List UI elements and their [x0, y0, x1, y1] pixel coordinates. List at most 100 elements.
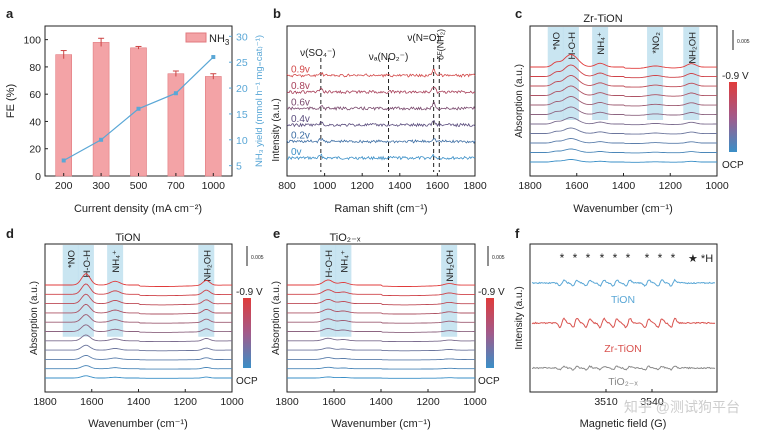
y2-tick-label: 30	[236, 31, 248, 43]
ir-trace	[45, 273, 232, 287]
marker-label: δᴱ(NH₂)	[435, 29, 445, 60]
ir-trace	[45, 365, 232, 370]
trace-label: 0v	[291, 147, 302, 158]
colorbar-top-label: -0.9 V	[236, 287, 263, 298]
x-tick-label: 1000	[220, 396, 244, 408]
x-tick-label: 1600	[322, 396, 346, 408]
x-axis-label: Magnetic field (G)	[580, 418, 667, 430]
x-tick-label: 1000	[463, 396, 487, 408]
band-label: H-O-H	[567, 32, 578, 60]
legend-star-H: ★ *H	[688, 253, 713, 265]
ir-trace	[530, 117, 717, 126]
raman-trace-0.2v	[286, 137, 476, 144]
band-label: NH₂OH	[687, 32, 698, 64]
raman-trace-0v	[286, 153, 476, 161]
colorbar	[243, 298, 251, 368]
yield-point	[136, 106, 141, 111]
ir-band	[647, 27, 664, 120]
ir-band	[335, 245, 352, 337]
y-tick-label: 80	[29, 62, 41, 74]
marker-label: ν(N=O)	[407, 33, 440, 44]
colorbar-top-label: -0.9 V	[722, 71, 749, 82]
panel-letter-c: c	[515, 6, 522, 21]
ir-trace	[530, 75, 717, 88]
x-tick-label: 1200	[174, 396, 198, 408]
ir-trace	[45, 293, 232, 306]
x-tick-label: 1400	[369, 396, 393, 408]
x-tick-label: 500	[130, 180, 148, 192]
peak-star: *	[586, 251, 591, 265]
bar-1000	[205, 76, 222, 177]
yield-point	[61, 158, 66, 163]
ir-trace	[287, 347, 475, 352]
ir-trace	[530, 159, 717, 163]
peak-star: *	[626, 251, 631, 265]
ir-trace	[530, 96, 718, 107]
y-axis-label: Intensity (a.u.)	[271, 98, 282, 161]
ir-trace	[530, 148, 717, 154]
peak-star: *	[600, 251, 605, 265]
x-tick-label: 1200	[416, 396, 440, 408]
panel-letter-d: d	[6, 226, 14, 241]
x-tick-label: 1600	[80, 396, 104, 408]
ir-trace	[45, 344, 232, 352]
panel-title: TiON	[115, 232, 140, 244]
ir-band	[441, 245, 458, 337]
x-tick-label: 1800	[33, 396, 57, 408]
x-axis-label: Wavenumber (cm⁻¹)	[573, 203, 673, 215]
ir-trace	[530, 54, 717, 69]
peak-star: *	[573, 251, 578, 265]
band-label: NH₄⁺	[111, 250, 122, 273]
band-label: NH₄⁺	[339, 250, 350, 273]
ir-trace	[287, 328, 475, 333]
band-label: H-O-H	[324, 250, 335, 278]
y-axis-label: Absorption (a.u.)	[514, 64, 525, 138]
x-tick-label: 1400	[127, 396, 151, 408]
y-tick-label: 20	[29, 144, 41, 156]
x-tick-label: 3510	[594, 396, 618, 408]
epr-trace-TiO2-x	[532, 365, 716, 371]
y2-tick-label: 5	[236, 161, 242, 173]
panel-d: d TiON *NO H-O-H NH₄⁺ NH₂OH 1800 1600 1400 120…	[6, 226, 264, 430]
band-label: NH₂OH	[445, 250, 456, 282]
y-axis-label: Absorption (a.u.)	[29, 281, 40, 355]
legend-label: NH3	[209, 33, 230, 47]
yield-point	[173, 91, 178, 96]
ir-trace	[287, 337, 475, 343]
x-tick-label: 1800	[518, 180, 542, 192]
ir-trace	[287, 308, 475, 315]
x-tick-label: 700	[167, 180, 185, 192]
ir-trace	[45, 314, 233, 324]
y2-axis-label: NH₃ yield (mmol h⁻¹ mg₌cat₎⁻¹)	[254, 35, 265, 167]
legend-swatch	[185, 32, 207, 43]
y-tick-label: 60	[29, 89, 41, 101]
trace-label: 0.8v	[291, 81, 310, 92]
y-axis-label: Intensity (a.u.)	[514, 286, 525, 349]
x-tick-label: 1800	[463, 180, 487, 192]
ir-trace	[287, 298, 475, 306]
colorbar	[729, 82, 737, 152]
x-tick-label: 1000	[705, 180, 729, 192]
trace-label: TiO₂₋ₓ	[608, 376, 638, 388]
ir-trace	[287, 318, 476, 324]
ir-trace	[530, 85, 717, 97]
y-tick-label: 100	[23, 35, 41, 47]
peak-star: *	[645, 251, 650, 265]
y-axis-label: Absorption (a.u.)	[271, 281, 282, 355]
ir-trace	[530, 138, 717, 144]
y-tick-label: 0	[35, 171, 41, 183]
ir-trace	[287, 376, 475, 379]
band-label: *NO	[67, 250, 78, 268]
ir-trace	[530, 127, 717, 135]
x-axis-label: Raman shift (cm⁻¹)	[334, 203, 427, 215]
y2-tick-label: 15	[236, 109, 248, 121]
y-tick-label: 40	[29, 116, 41, 128]
peak-star: *	[671, 251, 676, 265]
band-label: *NO₂	[651, 32, 662, 54]
ir-band	[320, 245, 337, 337]
x-tick-label: 800	[278, 180, 296, 192]
yield-point	[211, 55, 216, 60]
ir-trace	[287, 357, 475, 361]
ir-band	[198, 245, 215, 337]
